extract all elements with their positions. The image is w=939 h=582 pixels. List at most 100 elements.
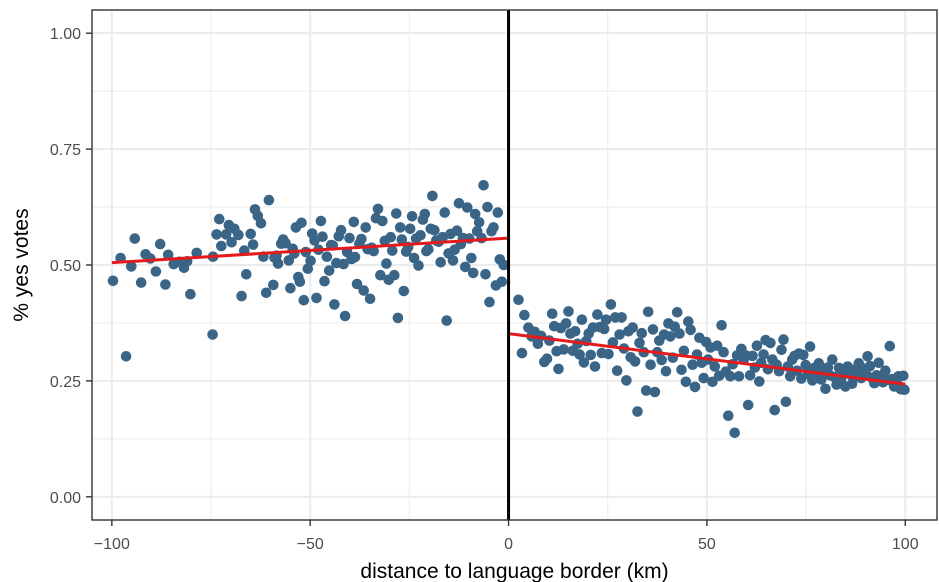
x-axis-ticks: −100 −50 0 50 100: [94, 520, 919, 553]
data-point: [689, 381, 701, 393]
data-point: [260, 287, 272, 299]
data-point: [372, 203, 384, 215]
data-point: [311, 292, 322, 304]
data-point: [226, 237, 237, 248]
data-point: [435, 256, 447, 268]
data-point: [862, 351, 873, 362]
data-point: [464, 233, 475, 244]
data-point: [484, 296, 495, 308]
data-point: [642, 306, 654, 318]
x-axis-title: distance to language border (km): [360, 560, 668, 582]
data-point: [211, 229, 222, 240]
data-point: [368, 245, 380, 257]
y-tick-label: 0.50: [50, 258, 81, 275]
data-point: [758, 349, 769, 360]
data-point: [685, 324, 696, 336]
data-point: [241, 269, 252, 280]
data-point: [453, 198, 465, 209]
data-point: [804, 341, 816, 352]
data-point: [469, 208, 481, 220]
data-point: [160, 279, 171, 290]
data-point: [478, 180, 489, 191]
y-tick-label: 0.00: [50, 490, 81, 507]
data-point: [751, 340, 763, 352]
data-point: [649, 386, 661, 398]
data-point: [107, 275, 119, 287]
data-point: [873, 357, 884, 369]
data-point: [423, 243, 434, 255]
data-point: [671, 307, 683, 318]
data-point: [769, 404, 780, 416]
data-point: [427, 190, 438, 202]
data-point: [323, 265, 335, 276]
data-point: [120, 351, 132, 362]
data-point: [558, 344, 569, 355]
data-point: [578, 357, 590, 368]
data-point: [711, 340, 723, 352]
data-point: [629, 356, 641, 367]
data-point: [185, 288, 196, 300]
data-point: [798, 349, 809, 361]
data-point: [733, 371, 745, 382]
data-point: [742, 399, 754, 411]
data-point: [245, 228, 256, 240]
data-point: [247, 239, 259, 250]
data-point: [800, 359, 811, 371]
data-point: [398, 285, 410, 297]
data-point: [482, 201, 493, 213]
data-point: [660, 365, 672, 377]
data-point: [723, 410, 734, 422]
data-point: [356, 233, 367, 245]
data-point: [338, 258, 349, 270]
data-point: [718, 346, 729, 358]
data-point: [389, 269, 400, 281]
data-point: [207, 329, 218, 340]
data-point: [614, 329, 625, 340]
data-point: [298, 294, 310, 306]
data-point: [467, 267, 479, 279]
data-point: [309, 235, 320, 246]
data-point: [827, 354, 838, 365]
data-point: [864, 360, 876, 372]
data-point: [676, 364, 687, 376]
data-point: [150, 266, 162, 277]
data-point: [480, 269, 491, 280]
data-point: [268, 279, 279, 291]
data-point: [348, 216, 360, 228]
data-point: [541, 353, 553, 365]
x-tick-label: 50: [698, 536, 716, 553]
data-point: [413, 260, 424, 271]
data-point: [441, 315, 453, 326]
data-point: [404, 223, 416, 235]
data-point: [375, 269, 386, 281]
data-point: [603, 348, 614, 360]
data-point: [255, 218, 267, 229]
data-point: [632, 406, 643, 417]
data-point: [129, 233, 141, 244]
data-point: [820, 383, 831, 395]
data-point: [329, 299, 340, 310]
x-tick-label: −50: [297, 536, 324, 553]
data-point: [154, 238, 166, 250]
data-point: [553, 363, 564, 375]
data-point: [778, 334, 789, 345]
data-point: [377, 215, 388, 227]
data-point: [439, 207, 451, 218]
data-point: [621, 375, 632, 386]
data-point: [576, 314, 588, 326]
fit-line: [508, 332, 906, 386]
y-axis-ticks: 0.00 0.25 0.50 0.75 1.00: [50, 26, 92, 507]
data-point: [709, 361, 721, 372]
data-point: [272, 258, 284, 269]
data-point: [315, 215, 327, 227]
data-point: [687, 359, 698, 371]
data-point: [294, 276, 306, 288]
data-point: [349, 251, 361, 263]
data-point: [698, 372, 709, 384]
data-point: [263, 194, 275, 206]
data-point: [162, 249, 174, 261]
data-point: [126, 261, 137, 272]
data-point: [415, 230, 426, 241]
data-point: [296, 217, 307, 229]
data-point: [645, 359, 656, 371]
